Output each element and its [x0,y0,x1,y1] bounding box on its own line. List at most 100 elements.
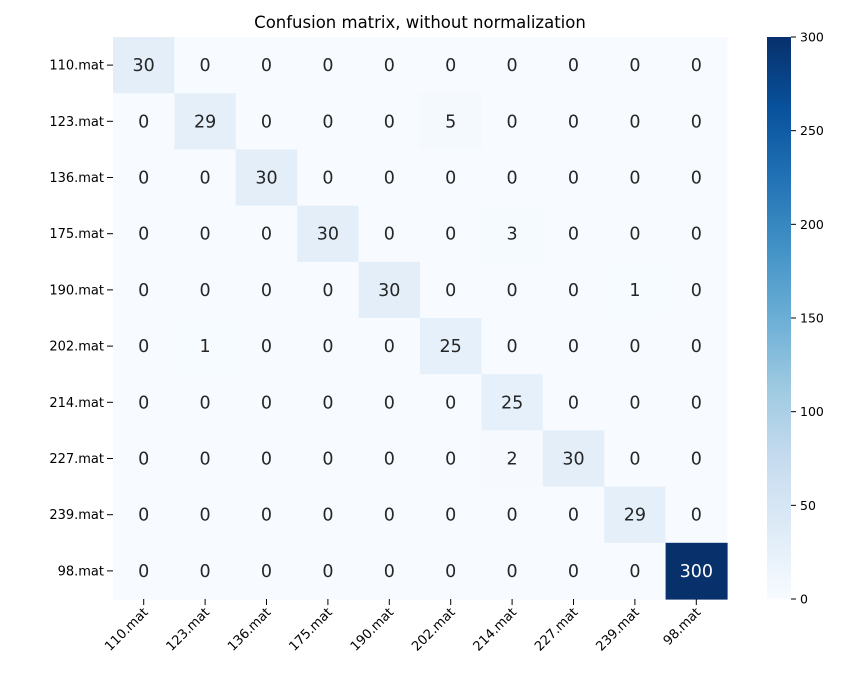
heatmap-cell [665,205,728,263]
y-tick-label: 123.mat [49,115,104,130]
cell-value-label: 0 [629,562,640,582]
cell-value-label: 0 [568,393,579,413]
x-tick-label: 123.mat [164,605,213,654]
cell-value-label: 0 [445,450,456,470]
colorbar-tick-label: 250 [800,123,824,138]
cell-value-label: 0 [200,56,211,76]
cell-value-label: 0 [200,562,211,582]
cell-value-label: 0 [138,281,149,301]
cell-value-label: 0 [568,562,579,582]
heatmap-cell [297,261,360,319]
cell-value-label: 0 [384,393,395,413]
heatmap-cell [604,486,667,544]
x-tick-label: 239.mat [593,605,642,654]
heatmap-cell [665,430,728,488]
cell-value-label: 0 [445,225,456,245]
heatmap-cell [665,261,728,319]
cell-value-label: 0 [138,112,149,132]
heatmap-cell [113,486,175,544]
cell-value-label: 1 [200,337,211,357]
cell-value-label: 30 [562,450,584,470]
cell-value-label: 0 [261,225,272,245]
heatmap-cell [604,374,667,431]
cell-value-label: 0 [384,562,395,582]
heatmap-cell [235,93,298,150]
heatmap-cell [235,542,298,600]
cell-value-label: 0 [261,562,272,582]
cell-value-label: 300 [680,562,713,582]
cell-value-label: 0 [322,169,333,189]
cell-value-label: 0 [138,225,149,245]
heatmap-cell [604,205,667,263]
heatmap-cell [297,430,360,488]
cell-value-label: 0 [568,112,579,132]
heatmap-cell [358,37,421,94]
heatmap-cells [113,37,728,600]
cell-value-label: 0 [322,281,333,301]
heatmap-cell-labels: 30 0 0 0 0 0 0 0 0 00 29 0 0 0 5 0 0 0 00 0 30 0 0 0 0 0 0 00 0 0 30 0 0… [133,56,713,582]
heatmap-cell [542,486,605,544]
cell-value-label: 0 [200,169,211,189]
cell-value-label: 0 [322,562,333,582]
chart-title: Confusion matrix, without normalization [254,13,586,32]
heatmap-cell [235,430,298,488]
cell-value-label: 0 [384,450,395,470]
heatmap-cell [113,205,175,263]
heatmap-cell [174,374,237,431]
y-tick-label: 202.mat [49,340,104,355]
colorbar-tick-label: 200 [800,217,824,232]
heatmap-cell [174,93,237,150]
cell-value-label: 0 [691,450,702,470]
colorbar-tick-label: 100 [800,404,824,419]
heatmap-cell [604,542,667,600]
cell-value-label: 0 [384,169,395,189]
cell-value-label: 0 [200,225,211,245]
cell-value-label: 0 [322,393,333,413]
cell-value-label: 25 [501,393,523,413]
heatmap-cell [542,37,605,94]
heatmap-cell [481,149,544,207]
heatmap-cell [604,261,667,319]
cell-value-label: 3 [507,225,518,245]
heatmap-cell [113,37,175,94]
heatmap-cell [235,205,298,263]
cell-value-label: 0 [138,169,149,189]
cell-value-label: 0 [568,225,579,245]
heatmap-cell [420,318,482,375]
heatmap-cell [297,149,360,207]
heatmap-cell [358,374,421,431]
heatmap-cell [420,37,482,94]
y-axis: 110.mat 123.mat 136.mat 175.mat 190.mat 202.m… [49,59,113,579]
y-tick-label: 214.mat [49,396,104,411]
cell-value-label: 0 [507,56,518,76]
x-tick-label: 98.mat [661,605,704,648]
heatmap-cell [420,430,482,488]
cell-value-label: 0 [261,281,272,301]
heatmap-cell [297,93,360,150]
heatmap-cell [665,37,728,94]
cell-value-label: 0 [568,56,579,76]
colorbar-tick-label: 300 [800,30,824,45]
x-tick-label: 175.mat [286,605,335,654]
cell-value-label: 0 [138,393,149,413]
cell-value-label: 0 [507,562,518,582]
cell-value-label: 0 [322,112,333,132]
heatmap-cell [665,486,728,544]
cell-value-label: 0 [200,506,211,526]
cell-value-label: 30 [317,225,339,245]
cell-value-label: 0 [568,169,579,189]
heatmap-cell [481,430,544,488]
heatmap-cell [420,205,482,263]
heatmap-cell [665,149,728,207]
heatmap-cell [174,149,237,207]
heatmap-cell [604,93,667,150]
cell-value-label: 0 [629,169,640,189]
heatmap-cell [235,261,298,319]
heatmap-cell [420,542,482,600]
heatmap-cell [542,93,605,150]
heatmap-cell [297,318,360,375]
y-tick-label: 239.mat [49,508,104,523]
cell-value-label: 0 [629,450,640,470]
cell-value-label: 0 [261,337,272,357]
heatmap-cell [358,93,421,150]
